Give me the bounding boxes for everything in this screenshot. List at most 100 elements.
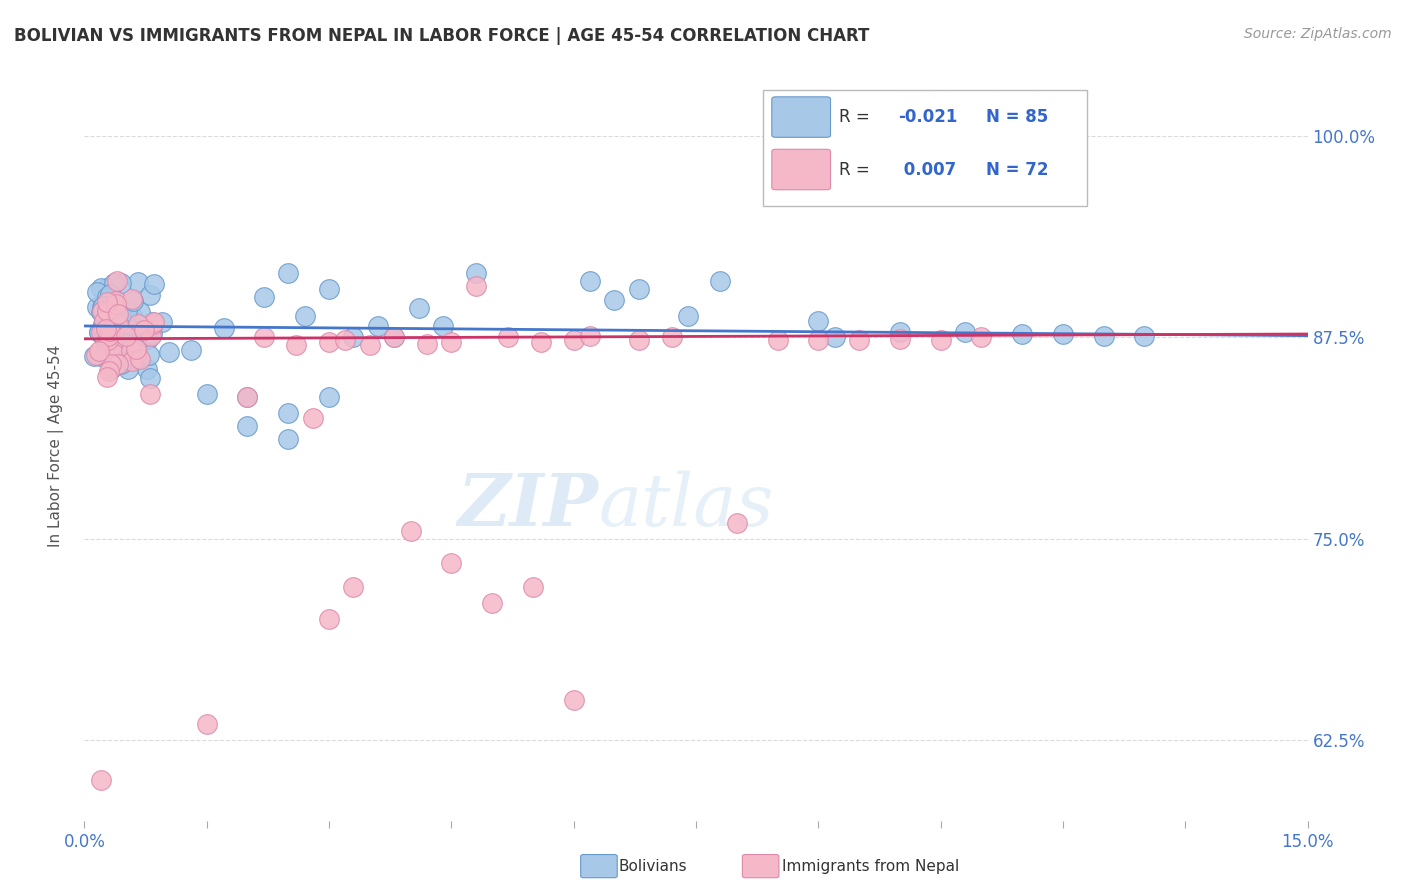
Point bbox=[96, 321, 118, 335]
Point bbox=[807, 314, 830, 328]
Point bbox=[253, 290, 276, 304]
Point bbox=[953, 326, 976, 340]
Point bbox=[432, 318, 454, 333]
Point bbox=[103, 327, 125, 342]
Text: ZIP: ZIP bbox=[457, 470, 598, 541]
Point bbox=[236, 390, 259, 404]
Point bbox=[103, 324, 125, 338]
Point bbox=[121, 334, 143, 348]
Point bbox=[124, 348, 146, 362]
Point bbox=[105, 294, 128, 309]
Point bbox=[579, 328, 602, 343]
Point bbox=[195, 717, 218, 731]
Point bbox=[807, 334, 830, 348]
Point bbox=[277, 432, 299, 446]
Point bbox=[105, 274, 128, 288]
Point bbox=[195, 386, 218, 401]
Point bbox=[84, 347, 107, 361]
Point bbox=[127, 317, 149, 331]
Point bbox=[359, 338, 381, 352]
Text: -0.021: -0.021 bbox=[898, 108, 957, 126]
Point bbox=[277, 406, 299, 420]
Point bbox=[253, 330, 276, 344]
Point bbox=[96, 295, 118, 310]
Point bbox=[90, 305, 112, 319]
Point bbox=[100, 357, 122, 371]
Point bbox=[91, 304, 114, 318]
Point bbox=[929, 334, 952, 348]
Point bbox=[143, 315, 166, 329]
Point bbox=[108, 303, 131, 318]
Point bbox=[139, 328, 162, 343]
Point bbox=[132, 322, 155, 336]
Text: atlas: atlas bbox=[598, 471, 773, 541]
Point bbox=[107, 307, 129, 321]
Point bbox=[87, 325, 110, 339]
Point bbox=[110, 357, 132, 371]
Point bbox=[125, 342, 148, 356]
Point bbox=[530, 334, 553, 349]
Point bbox=[91, 299, 114, 313]
Point bbox=[382, 330, 405, 344]
Point bbox=[98, 348, 121, 362]
Point bbox=[121, 292, 143, 306]
Point bbox=[142, 317, 165, 331]
Point bbox=[96, 304, 118, 318]
Point bbox=[318, 334, 340, 349]
Point bbox=[104, 299, 127, 313]
Point bbox=[440, 334, 463, 349]
Point bbox=[285, 338, 308, 352]
Point bbox=[889, 326, 911, 340]
Point bbox=[277, 266, 299, 280]
Point bbox=[87, 325, 110, 339]
Point bbox=[603, 293, 626, 308]
Point bbox=[766, 334, 789, 348]
Point bbox=[97, 329, 120, 343]
Point bbox=[522, 580, 544, 594]
Point bbox=[342, 580, 364, 594]
Point bbox=[709, 274, 731, 288]
Point bbox=[91, 300, 114, 314]
Point bbox=[128, 351, 150, 366]
Point bbox=[107, 317, 129, 331]
Point bbox=[367, 318, 389, 333]
Point bbox=[579, 274, 602, 288]
Point bbox=[139, 287, 162, 301]
Text: Immigrants from Nepal: Immigrants from Nepal bbox=[782, 859, 959, 873]
Point bbox=[107, 358, 129, 372]
Point bbox=[180, 343, 202, 357]
Point bbox=[125, 345, 148, 359]
Point bbox=[562, 693, 585, 707]
Point bbox=[115, 304, 138, 318]
Point bbox=[848, 334, 870, 348]
Text: N = 72: N = 72 bbox=[986, 161, 1049, 179]
Point bbox=[318, 612, 340, 626]
Text: 0.007: 0.007 bbox=[898, 161, 956, 179]
Point bbox=[87, 344, 110, 359]
Point bbox=[125, 352, 148, 367]
Point bbox=[464, 278, 486, 293]
Point bbox=[86, 300, 108, 314]
Point bbox=[159, 345, 181, 359]
Point bbox=[93, 314, 115, 328]
Point bbox=[150, 315, 173, 329]
Point bbox=[98, 319, 121, 334]
Point bbox=[676, 310, 699, 324]
Point bbox=[96, 369, 118, 384]
Point bbox=[98, 354, 121, 368]
Point bbox=[100, 342, 122, 356]
Point bbox=[90, 325, 112, 339]
Point bbox=[98, 287, 121, 301]
Point bbox=[101, 339, 124, 353]
Point bbox=[100, 362, 122, 376]
Point bbox=[970, 330, 993, 344]
Point bbox=[440, 556, 463, 570]
Point bbox=[301, 410, 323, 425]
Point bbox=[122, 293, 145, 308]
Point bbox=[96, 310, 118, 325]
Point bbox=[98, 364, 121, 378]
FancyBboxPatch shape bbox=[772, 97, 831, 137]
Text: BOLIVIAN VS IMMIGRANTS FROM NEPAL IN LABOR FORCE | AGE 45-54 CORRELATION CHART: BOLIVIAN VS IMMIGRANTS FROM NEPAL IN LAB… bbox=[14, 27, 869, 45]
Point bbox=[90, 773, 112, 788]
Text: R =: R = bbox=[839, 108, 875, 126]
